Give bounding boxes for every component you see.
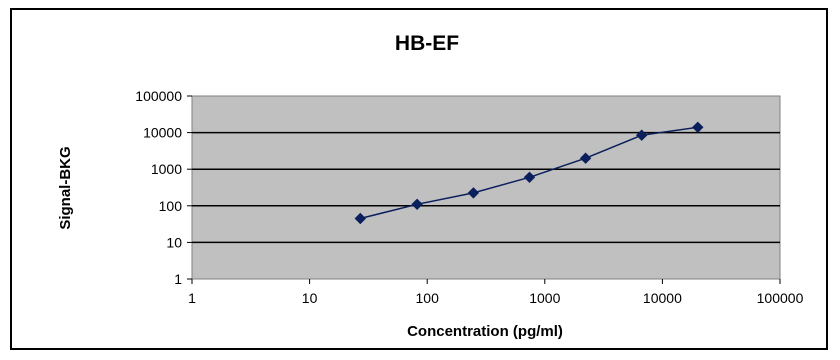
y-tick-label: 1 <box>174 271 182 287</box>
data-point-marker <box>523 171 536 184</box>
gridlines <box>192 131 780 244</box>
y-tick-label: 10000 <box>143 125 182 141</box>
x-tick-label: 10 <box>302 290 318 306</box>
y-tick-label: 100 <box>159 198 183 214</box>
y-tick-label: 100000 <box>135 88 182 104</box>
chart-title: HB-EF <box>395 32 459 55</box>
x-axis-ticks: 1 10 100 1000 10000 100000 <box>188 279 804 306</box>
x-tick-label: 1 <box>188 290 196 306</box>
y-tick-label: 10 <box>166 234 182 250</box>
data-point-marker <box>579 152 592 164</box>
series-markers <box>354 121 704 225</box>
data-point-marker <box>354 212 367 225</box>
x-tick-label: 100 <box>416 290 440 306</box>
x-tick-label: 1000 <box>529 290 560 306</box>
data-point-marker <box>411 198 423 211</box>
y-axis-ticks: 100000 10000 1000 100 10 1 <box>135 88 192 287</box>
data-point-marker <box>467 187 480 199</box>
data-point-marker <box>692 121 704 134</box>
x-tick-label: 10000 <box>643 290 682 306</box>
data-point-marker <box>635 129 648 141</box>
y-tick-label: 1000 <box>151 161 182 177</box>
chart-frame <box>10 8 828 350</box>
y-axis-title: Signal-BKG <box>57 146 74 229</box>
x-axis-title: Concentration (pg/ml) <box>407 323 563 340</box>
x-tick-label: 100000 <box>757 290 804 306</box>
plot-area <box>191 95 781 280</box>
